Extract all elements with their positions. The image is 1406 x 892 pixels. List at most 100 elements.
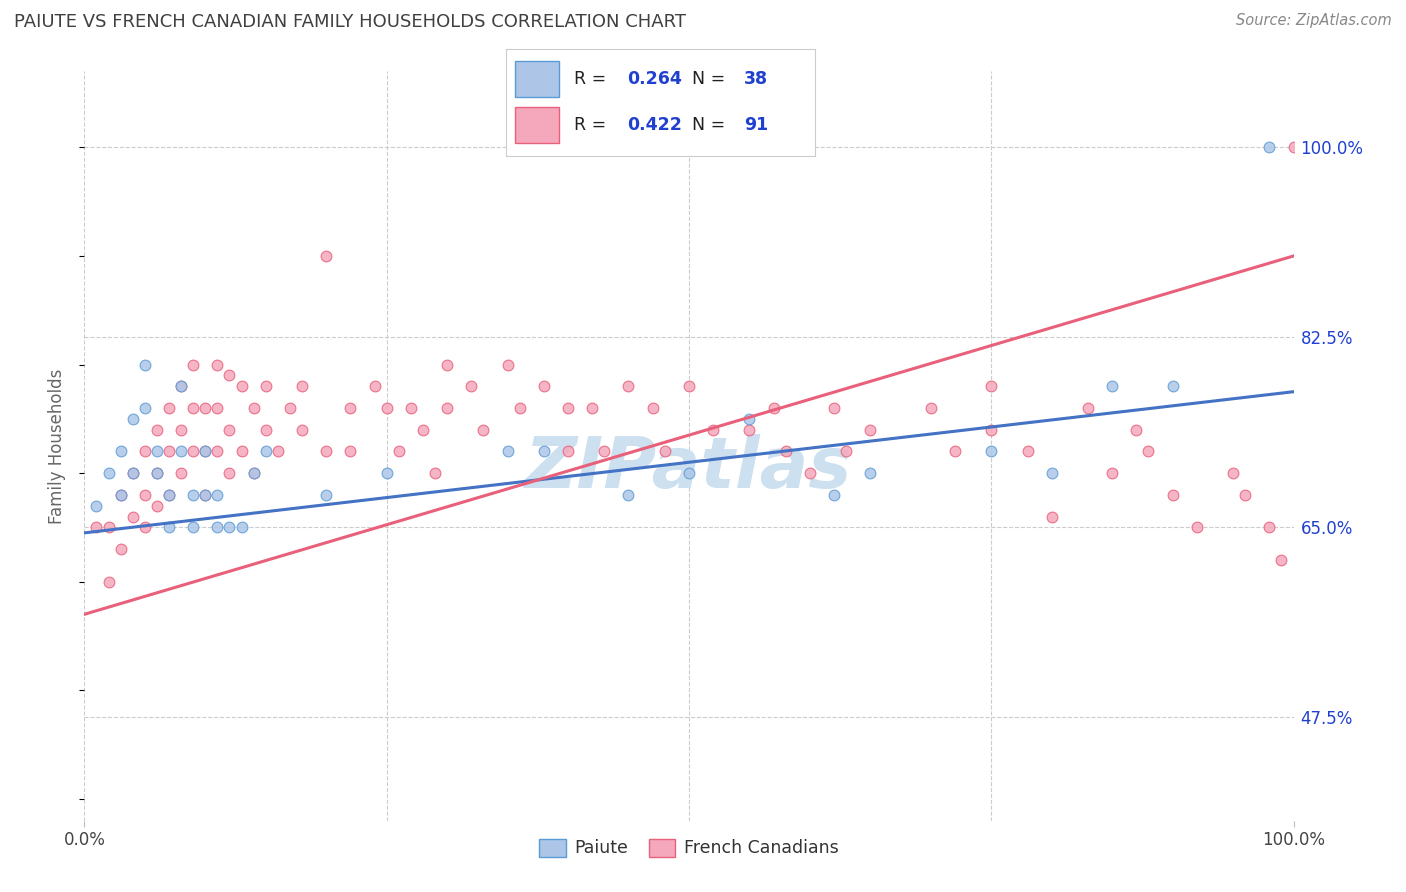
Point xyxy=(1125,423,1147,437)
Point xyxy=(181,488,204,502)
Text: 91: 91 xyxy=(744,116,769,134)
Point xyxy=(170,379,193,393)
Point xyxy=(315,444,337,458)
Point xyxy=(920,401,942,415)
Point xyxy=(291,379,314,393)
Point xyxy=(702,423,724,437)
Point xyxy=(859,466,882,480)
Point xyxy=(110,488,132,502)
Point xyxy=(231,444,253,458)
Point xyxy=(86,499,108,513)
Point xyxy=(97,520,120,534)
Point xyxy=(291,423,314,437)
Point xyxy=(157,444,180,458)
Point xyxy=(339,401,361,415)
Point xyxy=(1258,140,1281,154)
Point xyxy=(194,488,217,502)
Point xyxy=(678,379,700,393)
Point xyxy=(835,444,858,458)
Point xyxy=(254,444,277,458)
Point xyxy=(97,574,120,589)
Point xyxy=(110,488,132,502)
Point xyxy=(170,466,193,480)
Point xyxy=(557,444,579,458)
Text: 0.422: 0.422 xyxy=(627,116,682,134)
Point xyxy=(170,379,193,393)
Point xyxy=(980,379,1002,393)
Point xyxy=(533,444,555,458)
Point xyxy=(194,401,217,415)
Point xyxy=(157,488,180,502)
Point xyxy=(1258,520,1281,534)
FancyBboxPatch shape xyxy=(516,107,558,144)
Point xyxy=(146,499,169,513)
Point xyxy=(388,444,411,458)
Point xyxy=(121,509,143,524)
Point xyxy=(823,401,845,415)
Point xyxy=(799,466,821,480)
Point xyxy=(363,379,385,393)
Point xyxy=(146,466,169,480)
Point xyxy=(207,444,229,458)
Point xyxy=(412,423,434,437)
Point xyxy=(121,466,143,480)
Point xyxy=(738,412,761,426)
Point xyxy=(775,444,797,458)
Point xyxy=(859,423,882,437)
Text: ZIPatlas: ZIPatlas xyxy=(526,434,852,503)
Point xyxy=(980,444,1002,458)
Point xyxy=(460,379,482,393)
Point xyxy=(654,444,676,458)
Point xyxy=(157,401,180,415)
Point xyxy=(207,401,229,415)
Point xyxy=(472,423,495,437)
Point xyxy=(231,520,253,534)
Point xyxy=(762,401,785,415)
Point xyxy=(181,520,204,534)
Point xyxy=(194,444,217,458)
Point xyxy=(617,488,640,502)
Point xyxy=(1270,553,1292,567)
Point xyxy=(134,520,156,534)
Point xyxy=(254,423,277,437)
Point xyxy=(1101,466,1123,480)
Point xyxy=(1222,466,1244,480)
Point xyxy=(315,488,337,502)
Point xyxy=(121,466,143,480)
Point xyxy=(533,379,555,393)
Point xyxy=(86,520,108,534)
Y-axis label: Family Households: Family Households xyxy=(48,368,66,524)
Point xyxy=(121,412,143,426)
Point xyxy=(1161,379,1184,393)
Point xyxy=(1040,466,1063,480)
Text: PAIUTE VS FRENCH CANADIAN FAMILY HOUSEHOLDS CORRELATION CHART: PAIUTE VS FRENCH CANADIAN FAMILY HOUSEHO… xyxy=(14,13,686,31)
Text: N =: N = xyxy=(692,70,731,88)
Point xyxy=(218,466,240,480)
Point xyxy=(399,401,422,415)
Point xyxy=(218,520,240,534)
Point xyxy=(218,423,240,437)
Point xyxy=(943,444,966,458)
Point xyxy=(315,249,337,263)
Point xyxy=(207,488,229,502)
Point xyxy=(339,444,361,458)
Point xyxy=(278,401,301,415)
Point xyxy=(1185,520,1208,534)
Text: 38: 38 xyxy=(744,70,769,88)
Point xyxy=(423,466,446,480)
FancyBboxPatch shape xyxy=(516,61,558,97)
Point xyxy=(146,423,169,437)
Point xyxy=(134,358,156,372)
Point xyxy=(1101,379,1123,393)
Point xyxy=(134,488,156,502)
Point xyxy=(436,401,458,415)
Point xyxy=(146,466,169,480)
Point xyxy=(1234,488,1257,502)
Point xyxy=(557,401,579,415)
Point xyxy=(242,401,264,415)
Point xyxy=(436,358,458,372)
Point xyxy=(231,379,253,393)
Point xyxy=(242,466,264,480)
Point xyxy=(254,379,277,393)
Text: Source: ZipAtlas.com: Source: ZipAtlas.com xyxy=(1236,13,1392,29)
